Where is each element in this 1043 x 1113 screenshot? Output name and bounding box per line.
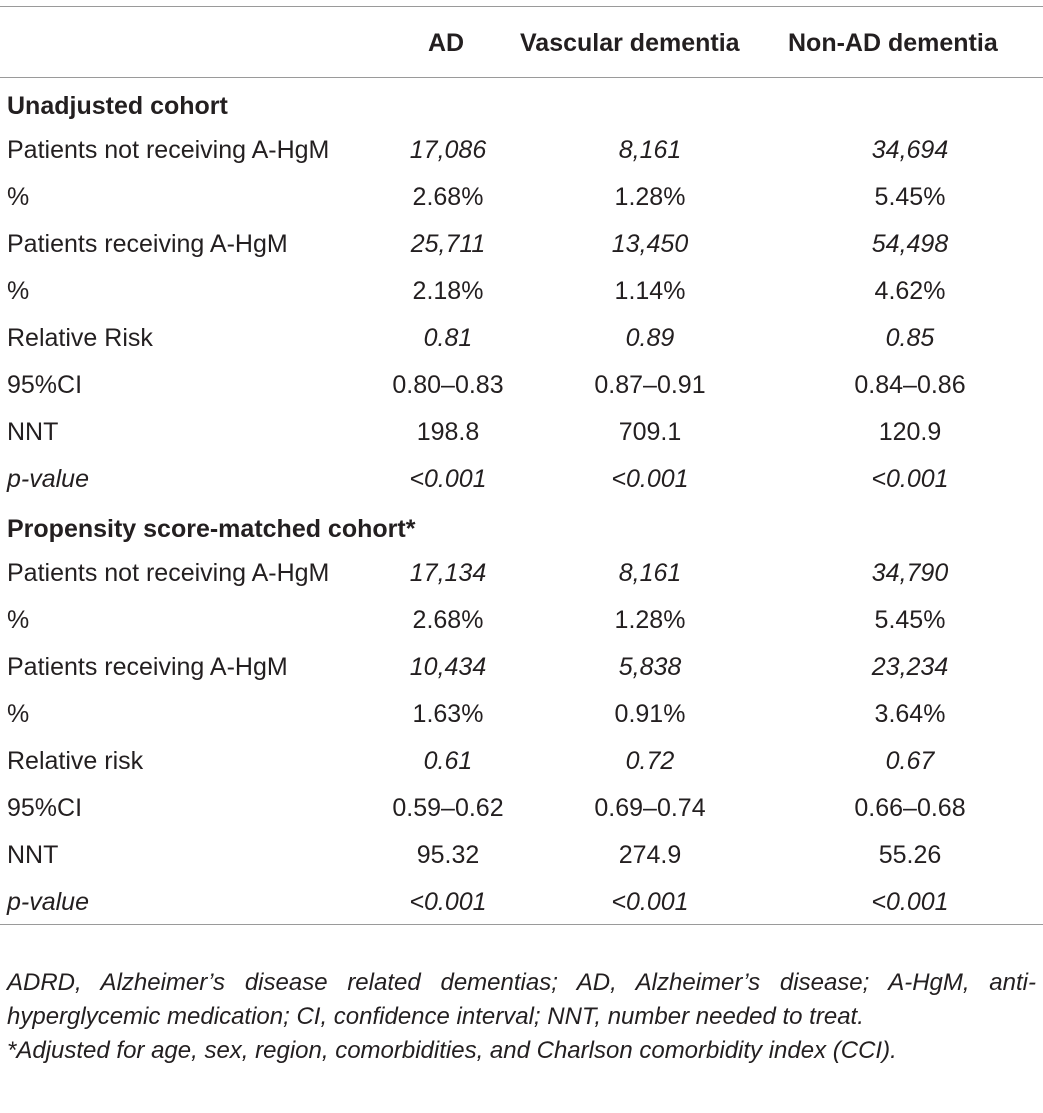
table-row: NNT 95.32 274.9 55.26: [0, 830, 1043, 877]
table-cell: 17,086: [409, 136, 487, 164]
table-row: Patients receiving A-HgM 25,711 13,450 54,4…: [0, 219, 1043, 266]
table-cell: 1.63%: [412, 700, 484, 728]
table-cell: 1.28%: [614, 183, 686, 211]
table-cell: 709.1: [618, 418, 682, 446]
column-header-non-ad-dementia: Non-AD dementia: [788, 29, 998, 57]
table-cell: 0.91%: [614, 700, 686, 728]
table-row: Relative Risk 0.81 0.89 0.85: [0, 313, 1043, 360]
table-row: p-value <0.001 <0.001 <0.001: [0, 454, 1043, 501]
footnote-abbreviations: ADRD, Alzheimer’s disease related dement…: [7, 969, 1036, 1030]
table-cell: 1.28%: [614, 606, 686, 634]
row-label: %: [7, 606, 30, 634]
table-body: Unadjusted cohort Patients not receiving …: [0, 78, 1043, 924]
table-cell: 8,161: [618, 136, 682, 164]
table-cell: 4.62%: [874, 277, 946, 305]
table-row: Patients not receiving A-HgM 17,134 8,161 3…: [0, 548, 1043, 595]
table-row: % 2.18% 1.14% 4.62%: [0, 266, 1043, 313]
table-cell: <0.001: [871, 465, 949, 493]
table-cell: 54,498: [871, 230, 949, 258]
table-cell: 23,234: [871, 653, 949, 681]
row-label: Patients not receiving A-HgM: [7, 136, 330, 164]
table-footnotes: ADRD, Alzheimer’s disease related dement…: [7, 966, 1036, 1068]
table-header: AD Vascular dementia Non-AD dementia: [0, 7, 1043, 77]
table-row: NNT 198.8 709.1 120.9: [0, 407, 1043, 454]
table-cell: 10,434: [409, 653, 487, 681]
table-cell: 8,161: [618, 559, 682, 587]
table-row: 95%CI 0.59–0.62 0.69–0.74 0.66–0.68: [0, 783, 1043, 830]
table-cell: 95.32: [416, 841, 480, 869]
table-cell: <0.001: [611, 888, 689, 916]
row-label: Patients receiving A-HgM: [7, 230, 288, 258]
table-cell: 13,450: [611, 230, 689, 258]
table-cell: 25,711: [410, 230, 486, 258]
table-cell: 0.80–0.83: [392, 371, 504, 399]
table-cell: 2.18%: [412, 277, 484, 305]
row-label: Patients receiving A-HgM: [7, 653, 288, 681]
bottom-rule: [0, 924, 1043, 925]
row-label: NNT: [7, 841, 59, 869]
row-label: %: [7, 277, 30, 305]
table-cell: 34,694: [871, 136, 949, 164]
table-cell: 0.89: [625, 324, 675, 352]
table-cell: 5.45%: [874, 606, 946, 634]
table-cell: 2.68%: [412, 606, 484, 634]
row-label: Relative risk: [7, 747, 144, 775]
table-row: % 2.68% 1.28% 5.45%: [0, 595, 1043, 642]
table-cell: <0.001: [611, 465, 689, 493]
table-row: Relative risk 0.61 0.72 0.67: [0, 736, 1043, 783]
top-rule: [0, 6, 1043, 7]
table-cell: 0.81: [423, 324, 473, 352]
table-row: p-value <0.001 <0.001 <0.001: [0, 877, 1043, 924]
footnote-adjustment: *Adjusted for age, sex, region, comorbid…: [7, 1037, 897, 1064]
row-label: 95%CI: [7, 794, 83, 822]
table-row: Patients receiving A-HgM 10,434 5,838 23,23…: [0, 642, 1043, 689]
section-title-label: Unadjusted cohort: [7, 92, 228, 120]
table-cell: 0.84–0.86: [854, 371, 966, 399]
header-rule: [0, 77, 1043, 78]
table-cell: 17,134: [409, 559, 487, 587]
row-label: Relative Risk: [7, 324, 153, 352]
table-cell: 5.45%: [874, 183, 946, 211]
column-header-vascular-dementia: Vascular dementia: [520, 29, 740, 57]
results-table: AD Vascular dementia Non-AD dementia Una…: [0, 6, 1043, 925]
table-row: % 2.68% 1.28% 5.45%: [0, 172, 1043, 219]
table-cell: 0.85: [885, 324, 935, 352]
table-cell: 55.26: [878, 841, 942, 869]
section-title: Unadjusted cohort: [0, 78, 1043, 125]
row-label: Patients not receiving A-HgM: [7, 559, 330, 587]
column-header-ad: AD: [428, 29, 465, 57]
table-cell: 34,790: [871, 559, 949, 587]
table-cell: 0.59–0.62: [392, 794, 504, 822]
row-label: %: [7, 700, 30, 728]
table-cell: 0.87–0.91: [594, 371, 706, 399]
table-cell: <0.001: [409, 888, 487, 916]
table-row: % 1.63% 0.91% 3.64%: [0, 689, 1043, 736]
row-label: 95%CI: [7, 371, 83, 399]
table-row: Patients not receiving A-HgM 17,086 8,161 3…: [0, 125, 1043, 172]
table-row: 95%CI 0.80–0.83 0.87–0.91 0.84–0.86: [0, 360, 1043, 407]
table-cell: 0.66–0.68: [854, 794, 966, 822]
table-cell: 1.14%: [614, 277, 686, 305]
row-label: NNT: [7, 418, 59, 446]
table-cell: 0.67: [885, 747, 935, 775]
table-cell: 2.68%: [412, 183, 484, 211]
row-label: p-value: [7, 465, 89, 493]
table-cell: 0.69–0.74: [594, 794, 706, 822]
table-cell: 198.8: [416, 418, 480, 446]
table-cell: 0.61: [423, 747, 473, 775]
table-cell: 0.72: [625, 747, 675, 775]
section-title: Propensity score-matched cohort*: [0, 501, 1043, 548]
section-title-label: Propensity score-matched cohort*: [7, 515, 416, 543]
table-cell: 274.9: [618, 841, 682, 869]
table-cell: 5,838: [618, 653, 682, 681]
row-label: %: [7, 183, 30, 211]
table-cell: <0.001: [871, 888, 949, 916]
table-cell: 3.64%: [874, 700, 946, 728]
table-cell: 120.9: [878, 418, 942, 446]
row-label: p-value: [7, 888, 89, 916]
table-cell: <0.001: [409, 465, 487, 493]
